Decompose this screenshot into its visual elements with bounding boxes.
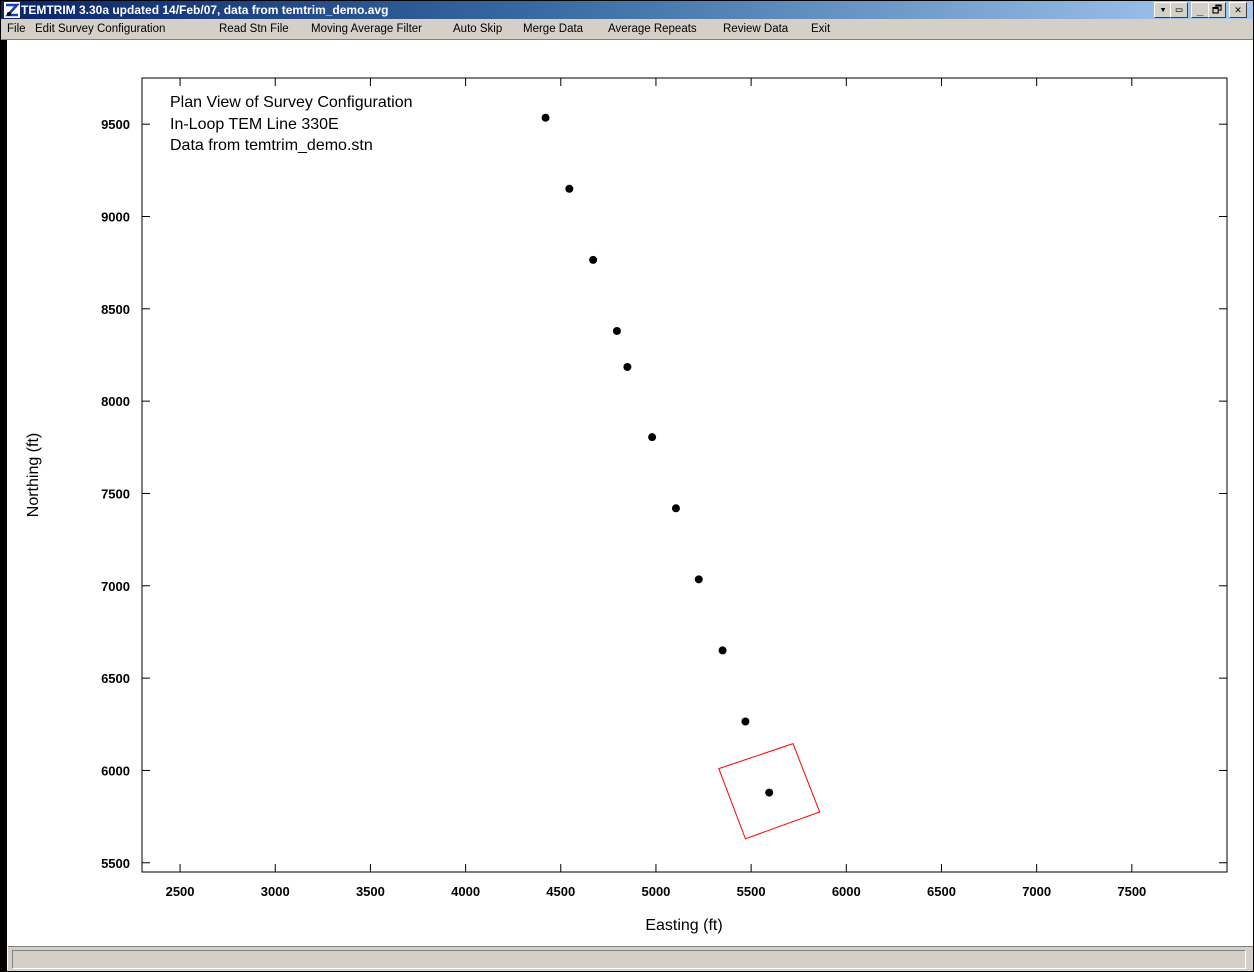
menu-edit-survey-configuration[interactable]: Edit Survey Configuration [35,23,166,35]
station-point-2 [589,255,598,264]
window-left-border [1,40,7,971]
x-axis-tick-labels: 2500 3000 3500 4000 4500 5000 5500 6000 6500 7000… [166,884,1147,899]
x-tick-label: 5000 [641,884,670,899]
y-axis-label: Northing (ft) [25,433,42,517]
x-tick-label: 7000 [1022,884,1051,899]
y-tick-label: 7500 [101,486,130,501]
x-tick-label: 2500 [166,884,195,899]
minimize-button[interactable]: _ [1191,2,1209,18]
x-tick-label: 3500 [356,884,385,899]
menu-review-data[interactable]: Review Data [723,23,789,35]
plot-annotation-source: Data from temtrim_demo.stn [170,137,373,154]
y-tick-label: 7000 [101,579,130,594]
x-tick-label: 4000 [451,884,480,899]
station-point-10 [765,788,774,797]
station-point-8 [718,646,727,655]
menu-auto-skip[interactable]: Auto Skip [453,23,503,35]
station-point-1 [565,184,574,193]
x-tick-label: 4500 [546,884,575,899]
y-tick-label: 8500 [101,302,130,317]
transmitter-loop [718,743,821,840]
y-tick-label: 6500 [101,671,130,686]
y-axis-ticks [142,123,1227,864]
plot-annotation-title: Plan View of Survey Configuration [170,94,413,111]
y-tick-label: 5500 [101,856,130,871]
y-tick-label: 9000 [101,209,130,224]
x-axis-label: Easting (ft) [645,917,722,934]
y-tick-label: 8000 [101,394,130,409]
close-button[interactable]: ✕ [1229,2,1247,18]
menu-merge-data[interactable]: Merge Data [523,23,584,35]
y-tick-label: 6000 [101,763,130,778]
x-tick-label: 6500 [927,884,956,899]
x-axis-ticks [179,78,1133,872]
station-point-0 [541,113,550,122]
menu-bar: File Edit Survey Configuration Read Stn … [1,19,1253,40]
plot-annotation-line: In-Loop TEM Line 330E [170,116,339,133]
y-axis-tick-labels: 5500 6000 6500 7000 7500 8000 8500 9000 9500 [101,117,130,871]
menu-average-repeats[interactable]: Average Repeats [608,23,697,35]
station-point-3 [612,326,621,335]
x-tick-label: 3000 [261,884,290,899]
menu-read-stn-file[interactable]: Read Stn File [219,23,289,35]
station-point-6 [671,504,680,513]
window-title: TEMTRIM 3.30a updated 14/Feb/07, data fr… [21,3,389,17]
status-field [12,950,1246,969]
plot-frame [141,77,1228,873]
station-points [541,113,774,797]
x-tick-label: 6000 [832,884,861,899]
station-point-9 [741,717,750,726]
inner-restore-button[interactable]: ▭ [1170,2,1188,18]
x-tick-label: 5500 [737,884,766,899]
y-tick-label: 9500 [101,117,130,132]
station-point-4 [623,362,632,371]
station-point-7 [694,575,703,584]
x-tick-label: 7500 [1117,884,1146,899]
station-point-5 [648,433,657,442]
plan-view-plot: 2500 3000 3500 4000 4500 5000 5500 6000 6500 7000… [25,77,1228,934]
restore-button[interactable]: 🗗 [1208,2,1226,18]
title-bar[interactable]: TEMTRIM 3.30a updated 14/Feb/07, data fr… [1,1,1253,19]
status-bar [8,946,1253,971]
menu-moving-average-filter[interactable]: Moving Average Filter [311,23,423,35]
menu-file[interactable]: File [7,23,26,35]
menu-exit[interactable]: Exit [811,23,831,35]
app-icon[interactable] [4,2,20,18]
